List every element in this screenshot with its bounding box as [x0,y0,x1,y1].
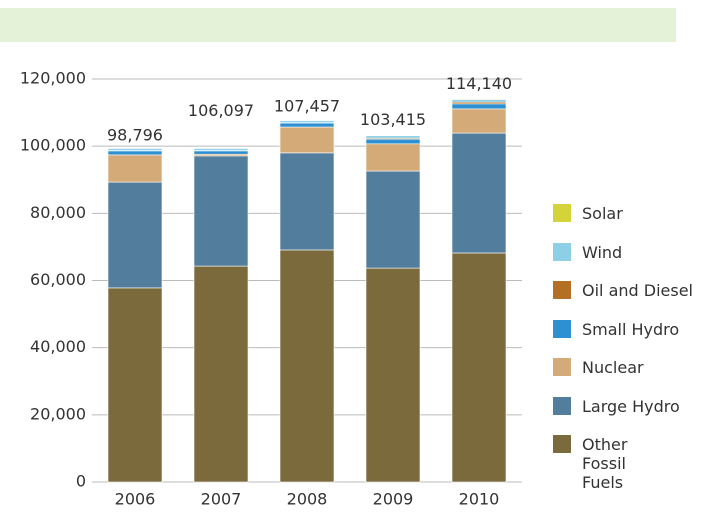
x-tick-label: 2006 [115,490,156,509]
total-label: 98,796 [107,126,163,145]
y-tick-label: 60,000 [30,270,86,289]
legend-item: Wind [553,243,703,262]
bar-segment [108,151,162,155]
bar-segment [280,121,334,123]
legend-swatch [553,397,571,415]
bar-segment [194,266,248,482]
total-label: 114,140 [446,74,512,93]
bar-segment [452,99,506,102]
bar-segment [280,123,334,127]
legend-swatch [553,243,571,261]
bar-segment [194,149,248,151]
y-tick-label: 40,000 [30,337,86,356]
y-tick-label: 20,000 [30,404,86,423]
legend-item: Oil and Diesel [553,281,703,300]
bar-segment [452,99,506,100]
x-tick-label: 2008 [287,490,328,509]
total-label: 106,097 [188,101,254,120]
legend-item: Solar [553,204,703,223]
legend-item: Nuclear [553,358,703,377]
x-tick-label: 2010 [459,490,500,509]
bar-segment [366,136,420,138]
bar-segment [366,268,420,482]
bar-segment [280,250,334,482]
y-tick-label: 80,000 [30,203,86,222]
legend-item: Small Hydro [553,320,703,339]
bar-segment [452,253,506,482]
bar-segment [280,153,334,250]
legend-swatch [553,281,571,299]
bar-segment [452,133,506,253]
bar-segment [366,171,420,268]
bar-segment [366,144,420,171]
legend-swatch [553,204,571,222]
y-tick-label: 100,000 [20,136,86,155]
x-tick-label: 2007 [201,490,242,509]
legend-label: Wind [582,243,622,262]
legend: Solar Wind Oil and Diesel Small Hydro Nuclea… [553,204,703,512]
legend-swatch [553,435,571,453]
legend-label: Nuclear [582,358,644,377]
legend-label: Oil and Diesel [582,281,693,300]
legend-label: Solar [582,204,623,223]
y-tick-label: 120,000 [20,69,86,88]
bar-segment [194,156,248,266]
total-label: 107,457 [274,97,340,116]
bar-segment [280,127,334,153]
bar-segment [108,155,162,182]
legend-label: Other Fossil Fuels [582,435,662,492]
legend-label: Large Hydro [582,397,680,416]
y-tick-label: 0 [76,472,86,491]
bar-segment [366,139,420,144]
bar-segment [108,288,162,482]
bar-segment [108,149,162,151]
bar-segment [452,109,506,133]
x-tick-label: 2009 [373,490,414,509]
legend-label: Small Hydro [582,320,679,339]
bar-segment [108,182,162,288]
header-band [0,8,676,42]
total-label: 103,415 [360,110,426,129]
legend-swatch [553,358,571,376]
legend-swatch [553,320,571,338]
bar-segment [452,104,506,109]
bar-segment [194,151,248,154]
legend-item: Other Fossil Fuels [553,435,673,492]
legend-item: Large Hydro [553,397,703,416]
